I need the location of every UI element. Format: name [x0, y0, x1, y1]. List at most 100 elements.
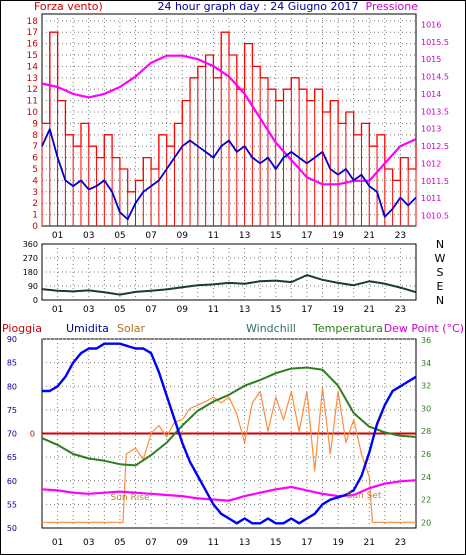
direction-y-tick-270: 270 — [23, 254, 38, 263]
direction-x-tick-09: 09 — [177, 305, 189, 315]
wind-x-tick-03: 03 — [83, 231, 94, 241]
label-windchill: Windchill — [246, 322, 296, 335]
humidity-x-tick-05: 05 — [114, 538, 125, 548]
label-temperature: Temperatura — [312, 322, 383, 335]
pressure-y-tick-1011: 1011 — [421, 194, 441, 203]
temperature-line — [41, 366, 417, 467]
temperature-y-tick-22: 22 — [421, 496, 431, 505]
rain-y-tick-0: 0 — [30, 430, 35, 439]
label-dewpoint: Dew Point (°C) — [384, 322, 464, 335]
direction-x-tick-07: 07 — [145, 305, 156, 315]
temperature-y-tick-26: 26 — [421, 450, 431, 459]
humidity-y-tick-90: 90 — [7, 335, 17, 344]
wind-y-tick-18: 18 — [27, 17, 39, 27]
top-right-label: Pressione — [366, 0, 419, 13]
wind-x-tick-23: 23 — [395, 231, 406, 241]
direction-grid — [42, 244, 416, 300]
direction-compass-0: N — [436, 294, 444, 307]
humidity-y-tick-60: 60 — [7, 477, 17, 486]
humidity-y-tick-85: 85 — [7, 359, 17, 368]
pressure-y-tick-1015: 1015 — [421, 55, 441, 64]
wind-y-tick-0: 0 — [32, 222, 38, 232]
chart-title: 24 hour graph day : 24 Giugno 2017 — [157, 0, 358, 13]
humidity-x-tick-21: 21 — [364, 538, 375, 548]
pressure-y-tick-1016: 1016 — [421, 20, 441, 29]
humidity-x-tick-13: 13 — [239, 538, 250, 548]
wind-x-tick-01: 01 — [52, 231, 63, 241]
wind-y-tick-14: 14 — [27, 62, 39, 72]
humidity-y-tick-80: 80 — [7, 382, 17, 391]
wind-y-tick-5: 5 — [32, 165, 38, 175]
humidity-x-tick-07: 07 — [145, 538, 156, 548]
wind-y-tick-7: 7 — [32, 142, 38, 152]
direction-compass-2: S — [437, 266, 444, 279]
humidity-y-tick-65: 65 — [7, 453, 17, 462]
direction-x-tick-03: 03 — [83, 305, 94, 315]
wind-y-tick-17: 17 — [27, 28, 38, 38]
label-rain: Pioggia — [2, 322, 42, 335]
wind-y-tick-1: 1 — [32, 211, 38, 221]
direction-x-tick-15: 15 — [270, 305, 281, 315]
wind-x-tick-11: 11 — [208, 231, 219, 241]
direction-x-tick-05: 05 — [114, 305, 125, 315]
direction-y-tick-360: 360 — [23, 240, 38, 249]
wind-x-tick-15: 15 — [270, 231, 281, 241]
pressure-y-tick-1014: 1014 — [421, 90, 441, 99]
humidity-x-tick-01: 01 — [52, 538, 63, 548]
direction-x-tick-19: 19 — [332, 305, 344, 315]
humidity-y-tick-75: 75 — [7, 406, 17, 415]
pressure-y-tick-1013.5: 1013.5 — [421, 107, 449, 116]
wind-y-tick-11: 11 — [27, 97, 38, 107]
direction-x-tick-11: 11 — [208, 305, 219, 315]
humidity-y-tick-50: 50 — [7, 524, 17, 533]
wind-y-tick-15: 15 — [27, 51, 38, 61]
wind-y-tick-16: 16 — [27, 40, 39, 50]
wind-y-tick-3: 3 — [32, 188, 38, 198]
pressure-y-tick-1015.5: 1015.5 — [421, 38, 449, 47]
humidity-y-tick-70: 70 — [7, 430, 17, 439]
label-solar: Solar — [117, 322, 146, 335]
temperature-y-tick-30: 30 — [421, 404, 431, 413]
direction-compass-3: W — [435, 252, 446, 265]
humidity-x-tick-15: 15 — [270, 538, 281, 548]
wind-y-tick-4: 4 — [32, 176, 38, 186]
wind-x-tick-13: 13 — [239, 231, 250, 241]
humidity-x-tick-23: 23 — [395, 538, 406, 548]
humidity-x-tick-11: 11 — [208, 538, 219, 548]
pressure-y-tick-1011.5: 1011.5 — [421, 177, 449, 186]
temperature-y-tick-28: 28 — [421, 427, 431, 436]
temperature-y-tick-32: 32 — [421, 382, 431, 391]
wind-x-tick-21: 21 — [364, 231, 375, 241]
sunset-label: Sun Set — [347, 491, 382, 501]
humidity-x-tick-03: 03 — [83, 538, 94, 548]
direction-x-tick-17: 17 — [301, 305, 312, 315]
direction-x-tick-13: 13 — [239, 305, 250, 315]
humidity-x-tick-09: 09 — [177, 538, 189, 548]
wind-y-tick-2: 2 — [32, 199, 38, 209]
top-left-label: Forza vento) — [34, 0, 103, 13]
humidity-x-tick-19: 19 — [332, 538, 344, 548]
wind-x-tick-05: 05 — [114, 231, 125, 241]
wind-x-tick-17: 17 — [301, 231, 312, 241]
wind-x-tick-09: 09 — [177, 231, 189, 241]
pressure-y-tick-1012: 1012 — [421, 159, 441, 168]
label-humidity: Umidita — [66, 322, 109, 335]
humidity-y-tick-55: 55 — [7, 500, 17, 509]
wind-y-tick-8: 8 — [32, 131, 38, 141]
direction-x-tick-21: 21 — [364, 305, 375, 315]
wind-y-tick-9: 9 — [32, 119, 38, 129]
pressure-y-tick-1014.5: 1014.5 — [421, 73, 449, 82]
direction-y-tick-90: 90 — [28, 282, 38, 291]
direction-y-tick-0: 0 — [33, 296, 38, 305]
direction-y-tick-180: 180 — [23, 268, 38, 277]
temperature-y-tick-34: 34 — [421, 359, 431, 368]
temperature-y-tick-24: 24 — [421, 473, 431, 482]
direction-compass-1: E — [437, 280, 444, 293]
pressure-y-tick-1012.5: 1012.5 — [421, 142, 449, 151]
wind-y-tick-13: 13 — [27, 74, 38, 84]
sunrise-label: Sun Rise — [111, 493, 150, 503]
wind-y-tick-12: 12 — [27, 85, 38, 95]
direction-x-tick-23: 23 — [395, 305, 406, 315]
wind-x-tick-19: 19 — [332, 231, 344, 241]
humidity-x-tick-17: 17 — [301, 538, 312, 548]
